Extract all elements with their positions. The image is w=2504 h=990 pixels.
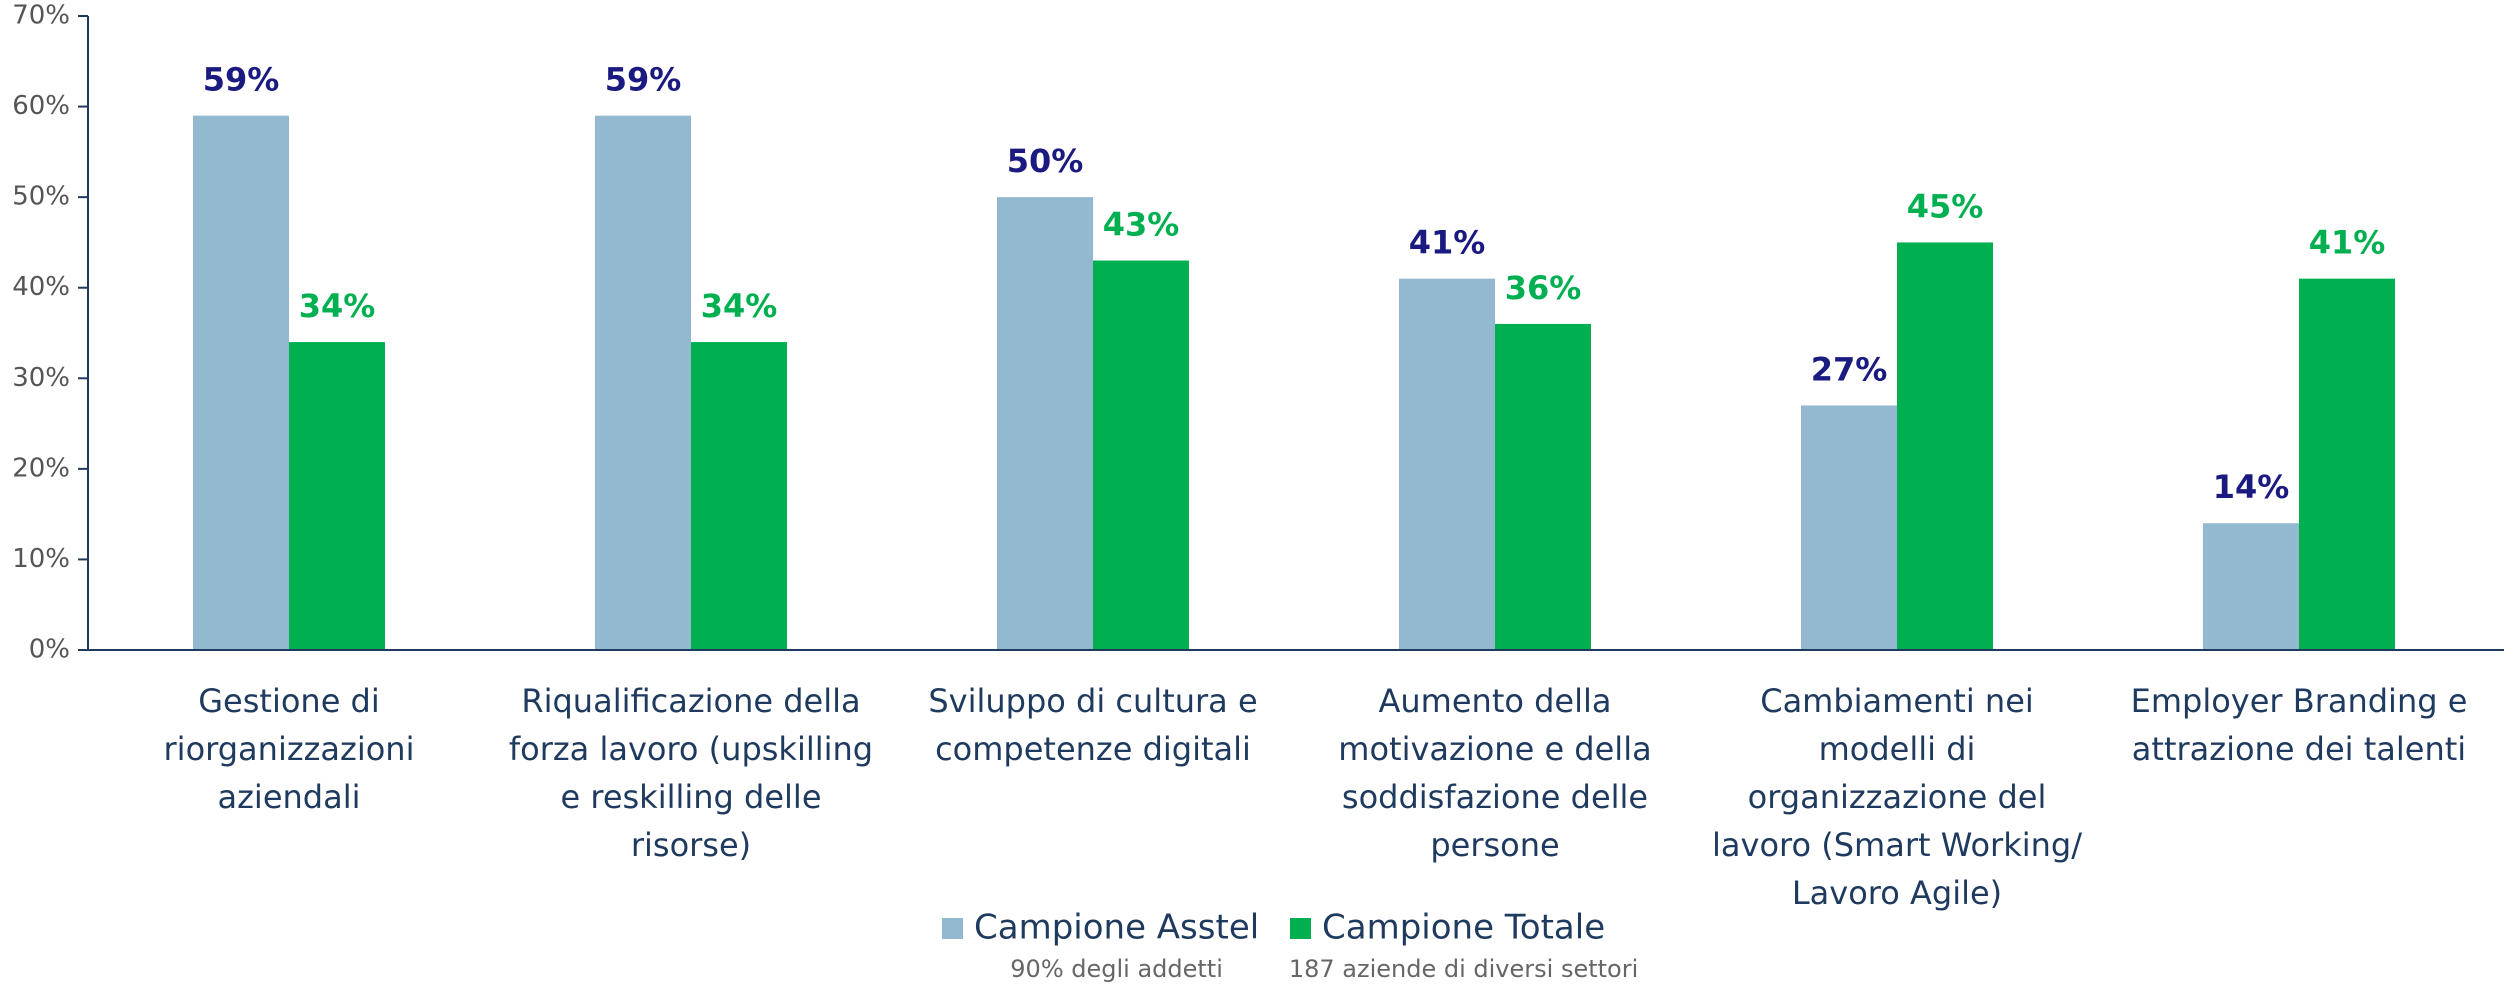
- y-tick-label: 60%: [12, 91, 70, 121]
- legend-note: 90% degli addetti: [1010, 955, 1223, 983]
- bar: [691, 342, 787, 650]
- bar: [595, 115, 691, 651]
- value-label: 27%: [1811, 350, 1888, 388]
- x-tick-label: Cambiamenti nei modelli di organizzazione …: [1712, 682, 2082, 912]
- value-label: 34%: [299, 287, 376, 325]
- x-tick-label: Aumento della motivazione e della soddisfa…: [1338, 682, 1651, 864]
- value-label: 14%: [2213, 468, 2290, 506]
- y-tick-label: 50%: [12, 182, 70, 212]
- y-tick-label: 10%: [12, 544, 70, 574]
- x-tick-label: Riqualificazione della forza lavoro (upsk…: [509, 682, 873, 864]
- legend-swatch: [1290, 918, 1311, 939]
- bar: [1399, 278, 1495, 650]
- legend-note: 187 aziende di diversi settori: [1289, 955, 1638, 983]
- bar: [1897, 242, 1993, 650]
- y-tick-label: 70%: [12, 1, 70, 31]
- value-label: 43%: [1103, 206, 1180, 244]
- bar: [1801, 405, 1897, 650]
- legend-label: Campione Totale: [1322, 908, 1605, 948]
- x-tick-label: Employer Branding e attrazione dei talent…: [2131, 682, 2468, 768]
- bar: [1495, 323, 1591, 650]
- value-label: 41%: [1409, 224, 1486, 262]
- y-tick-label: 0%: [29, 635, 70, 665]
- x-tick-label: Sviluppo di cultura e competenze digitali: [928, 682, 1257, 768]
- bar: [2299, 278, 2395, 650]
- bar: [2203, 523, 2299, 650]
- x-tick-label: Gestione di riorganizzazioni aziendali: [164, 682, 415, 816]
- legend-label: Campione Asstel: [974, 908, 1259, 948]
- value-label: 50%: [1007, 142, 1084, 180]
- value-label: 34%: [701, 287, 778, 325]
- y-tick-label: 40%: [12, 272, 70, 302]
- value-label: 45%: [1907, 187, 1984, 225]
- legend-swatch: [942, 918, 963, 939]
- value-label: 59%: [605, 61, 682, 99]
- bar: [1093, 260, 1189, 650]
- bar: [193, 115, 289, 651]
- y-tick-label: 20%: [12, 453, 70, 483]
- value-label: 59%: [203, 61, 280, 99]
- value-label: 36%: [1505, 269, 1582, 307]
- value-label: 41%: [2309, 224, 2386, 262]
- y-tick-label: 30%: [12, 363, 70, 393]
- bar: [997, 197, 1093, 650]
- bar: [289, 342, 385, 650]
